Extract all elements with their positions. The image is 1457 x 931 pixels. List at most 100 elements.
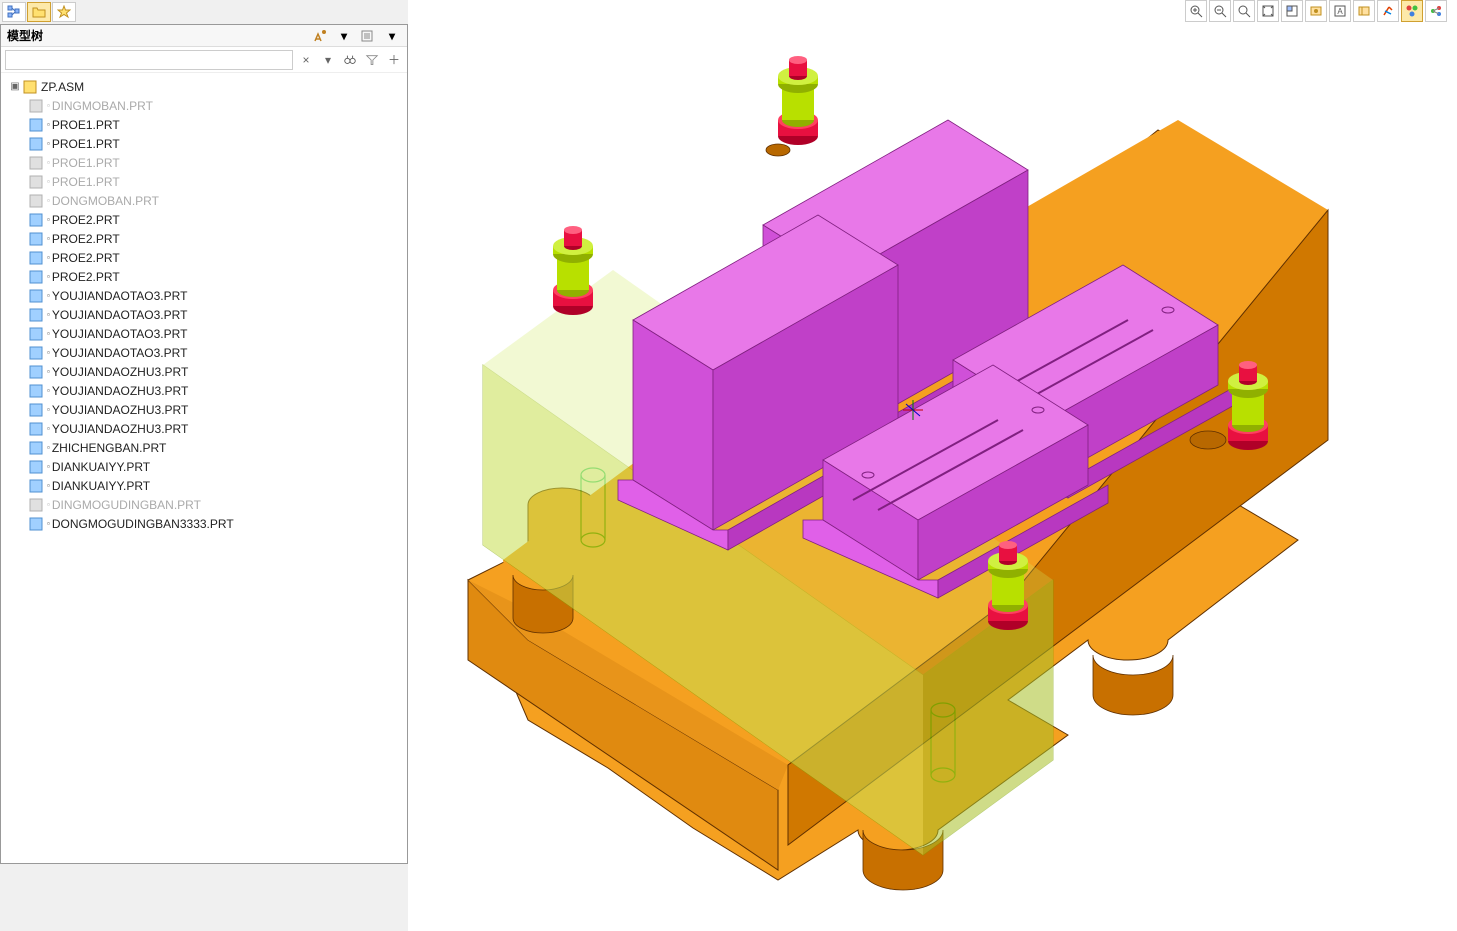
tree-dropdown-icon[interactable]: ▾ (335, 27, 353, 45)
node-marker: ▫ (47, 443, 50, 452)
tab-favorites-view[interactable] (52, 2, 76, 22)
model-render (408, 0, 1457, 931)
node-marker: ▫ (47, 367, 50, 376)
tree-node[interactable]: ▫PROE2.PRT (1, 229, 407, 248)
view-manager-button[interactable] (1353, 0, 1375, 22)
tree-node-label: PROE1.PRT (52, 137, 120, 151)
filter-icon[interactable] (363, 51, 381, 69)
part-icon (29, 498, 43, 512)
tree-node-label: DINGMOGUDINGBAN.PRT (52, 498, 201, 512)
tree-node[interactable]: ▫DONGMOGUDINGBAN3333.PRT (1, 514, 407, 533)
tree-node-label: YOUJIANDAOZHU3.PRT (52, 384, 188, 398)
part-icon (29, 270, 43, 284)
tree-node[interactable]: ▫DINGMOBAN.PRT (1, 96, 407, 115)
part-icon (29, 384, 43, 398)
tree-node-label: PROE1.PRT (52, 175, 120, 189)
tree-node-label: YOUJIANDAOTAO3.PRT (52, 346, 188, 360)
tree-node[interactable]: ▫PROE1.PRT (1, 115, 407, 134)
part-icon (29, 460, 43, 474)
zoom-in-button[interactable] (1185, 0, 1207, 22)
tree-node-label: PROE2.PRT (52, 232, 120, 246)
tree-settings-icon[interactable] (311, 27, 329, 45)
binoculars-icon[interactable] (341, 51, 359, 69)
node-marker: ▫ (47, 158, 50, 167)
annotations-button[interactable] (1377, 0, 1399, 22)
part-icon (29, 232, 43, 246)
part-icon (29, 327, 43, 341)
node-marker: ▫ (47, 177, 50, 186)
tab-folder-view[interactable] (27, 2, 51, 22)
tree-node[interactable]: ▫ZHICHENGBAN.PRT (1, 438, 407, 457)
part-icon (29, 422, 43, 436)
tree-node-label: YOUJIANDAOTAO3.PRT (52, 289, 188, 303)
tree-node[interactable]: ▫YOUJIANDAOZHU3.PRT (1, 362, 407, 381)
expander-icon[interactable]: ▣ (9, 81, 21, 92)
node-marker: ▫ (47, 215, 50, 224)
part-icon (29, 479, 43, 493)
tree-node[interactable]: ▫DIANKUAIYY.PRT (1, 457, 407, 476)
part-icon (29, 365, 43, 379)
node-marker: ▫ (47, 424, 50, 433)
zoom-fit-button[interactable] (1233, 0, 1255, 22)
node-marker: ▫ (47, 405, 50, 414)
zoom-window-button[interactable] (1281, 0, 1303, 22)
view-toolbar: A (1185, 0, 1447, 24)
tree-node[interactable]: ▫PROE1.PRT (1, 153, 407, 172)
zoom-out-button[interactable] (1209, 0, 1231, 22)
part-icon (29, 403, 43, 417)
tree-node[interactable]: ▫YOUJIANDAOTAO3.PRT (1, 343, 407, 362)
tree-node-label: DONGMOGUDINGBAN3333.PRT (52, 517, 234, 531)
part-icon (29, 194, 43, 208)
tree-filter-row: × ▾ ＋ (1, 47, 407, 73)
tree-show-icon[interactable] (359, 27, 377, 45)
tree-node[interactable]: ▫DINGMOGUDINGBAN.PRT (1, 495, 407, 514)
tree-node-label: YOUJIANDAOZHU3.PRT (52, 403, 188, 417)
tree-root-node[interactable]: ▣ ZP.ASM (1, 77, 407, 96)
saved-views-button[interactable] (1305, 0, 1327, 22)
tree-node[interactable]: ▫PROE1.PRT (1, 172, 407, 191)
tree-node[interactable]: ▫PROE1.PRT (1, 134, 407, 153)
node-marker: ▫ (47, 386, 50, 395)
named-views-button[interactable]: A (1329, 0, 1351, 22)
tree-node-label: DONGMOBAN.PRT (52, 194, 159, 208)
refit-button[interactable] (1257, 0, 1279, 22)
tree-node[interactable]: ▫YOUJIANDAOZHU3.PRT (1, 400, 407, 419)
search-dropdown-icon[interactable]: ▾ (319, 51, 337, 69)
tree-body[interactable]: ▣ ZP.ASM ▫DINGMOBAN.PRT▫PROE1.PRT▫PROE1.… (1, 73, 407, 863)
tree-node[interactable]: ▫YOUJIANDAOTAO3.PRT (1, 324, 407, 343)
node-marker: ▫ (47, 462, 50, 471)
node-marker: ▫ (47, 348, 50, 357)
part-icon (29, 346, 43, 360)
clear-search-icon[interactable]: × (297, 51, 315, 69)
add-icon[interactable]: ＋ (385, 51, 403, 69)
tree-node[interactable]: ▫YOUJIANDAOZHU3.PRT (1, 419, 407, 438)
tree-node[interactable]: ▫PROE2.PRT (1, 267, 407, 286)
tree-root-label: ZP.ASM (41, 80, 84, 94)
node-marker: ▫ (47, 196, 50, 205)
part-icon (29, 137, 43, 151)
tree-node[interactable]: ▫YOUJIANDAOZHU3.PRT (1, 381, 407, 400)
tree-node-label: PROE1.PRT (52, 156, 120, 170)
guide-pin-2 (553, 226, 593, 315)
node-marker: ▫ (47, 329, 50, 338)
tree-header: 模型树 ▾ ▾ (1, 25, 407, 47)
tree-node-label: YOUJIANDAOZHU3.PRT (52, 422, 188, 436)
tree-node[interactable]: ▫YOUJIANDAOTAO3.PRT (1, 286, 407, 305)
tree-node[interactable]: ▫PROE2.PRT (1, 248, 407, 267)
part-icon (29, 251, 43, 265)
tree-dropdown2-icon[interactable]: ▾ (383, 27, 401, 45)
appearance-button[interactable] (1401, 0, 1423, 22)
3d-viewport[interactable] (408, 0, 1457, 931)
tree-node-label: PROE2.PRT (52, 270, 120, 284)
tree-node[interactable]: ▫PROE2.PRT (1, 210, 407, 229)
tree-title: 模型树 (7, 27, 43, 44)
tree-node[interactable]: ▫DONGMOBAN.PRT (1, 191, 407, 210)
node-marker: ▫ (47, 500, 50, 509)
perspective-button[interactable] (1425, 0, 1447, 22)
tree-search-input[interactable] (5, 50, 293, 70)
tree-node-label: YOUJIANDAOZHU3.PRT (52, 365, 188, 379)
part-icon (29, 308, 43, 322)
tree-node[interactable]: ▫DIANKUAIYY.PRT (1, 476, 407, 495)
tree-node[interactable]: ▫YOUJIANDAOTAO3.PRT (1, 305, 407, 324)
tab-tree-view[interactable] (2, 2, 26, 22)
